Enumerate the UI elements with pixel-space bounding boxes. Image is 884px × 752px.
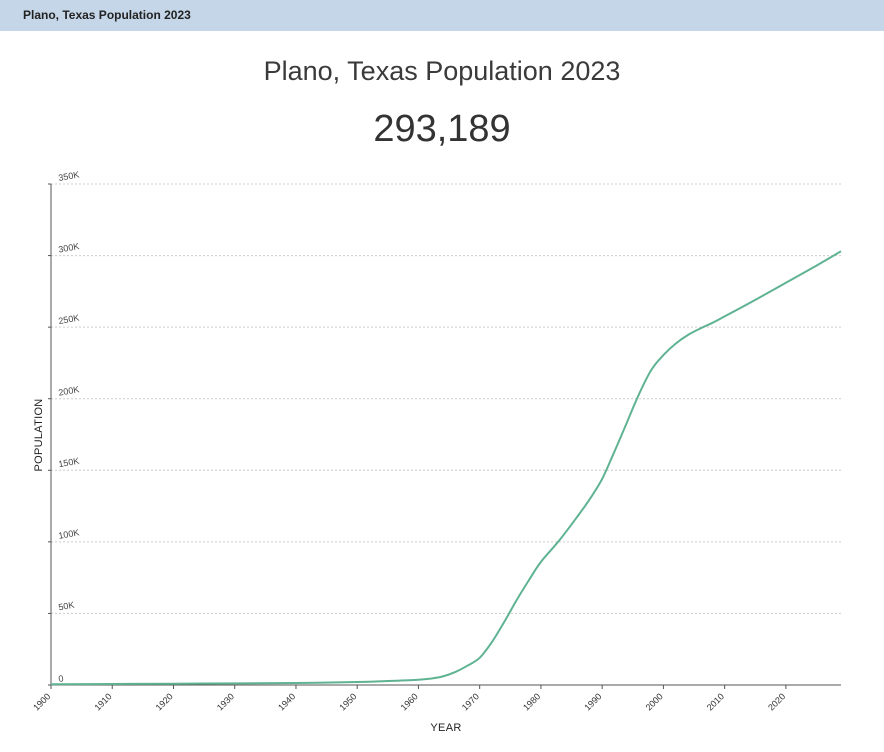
population-line [50, 250, 842, 686]
x-tick-label: 1940 [276, 691, 297, 712]
x-tick-label: 1920 [154, 691, 175, 712]
current-population: 293,189 [373, 108, 511, 150]
x-tick-label: 1970 [460, 691, 481, 712]
axes [50, 184, 841, 689]
y-tick-label: 100K [58, 527, 80, 541]
y-tick-label: 350K [58, 169, 80, 183]
y-tick-label: 50K [58, 600, 76, 613]
y-tick-label: 150K [58, 456, 80, 470]
y-tick-label: 0 [58, 673, 65, 684]
tab-title[interactable]: Plano, Texas Population 2023 [23, 8, 191, 22]
y-axis-label: POPULATION [33, 398, 45, 471]
x-tick-label: 1950 [337, 691, 358, 712]
x-axis-label: YEAR [430, 722, 461, 734]
x-tick-label: 1930 [215, 691, 236, 712]
tab-bar: Plano, Texas Population 2023 [0, 0, 884, 31]
y-tick-labels: 0 50K 100K 150K 200K 250K 300K 350K [58, 169, 80, 684]
page-title: Plano, Texas Population 2023 [263, 56, 621, 86]
grid-lines [48, 183, 841, 686]
x-tick-label: 2000 [644, 691, 665, 712]
x-tick-labels: 1900 1910 1920 1930 1940 1950 1960 1970 1980 1990… [31, 691, 787, 712]
x-tick-label: 1980 [521, 691, 542, 712]
y-tick-label: 200K [58, 384, 80, 398]
y-tick-label: 300K [58, 241, 80, 255]
x-tick-label: 2020 [766, 691, 787, 712]
x-tick-label: 2010 [705, 691, 726, 712]
x-tick-label: 1900 [31, 691, 52, 712]
y-tick-label: 250K [58, 313, 80, 327]
x-tick-label: 1990 [582, 691, 603, 712]
x-tick-label: 1910 [92, 691, 113, 712]
x-tick-label: 1960 [399, 691, 420, 712]
